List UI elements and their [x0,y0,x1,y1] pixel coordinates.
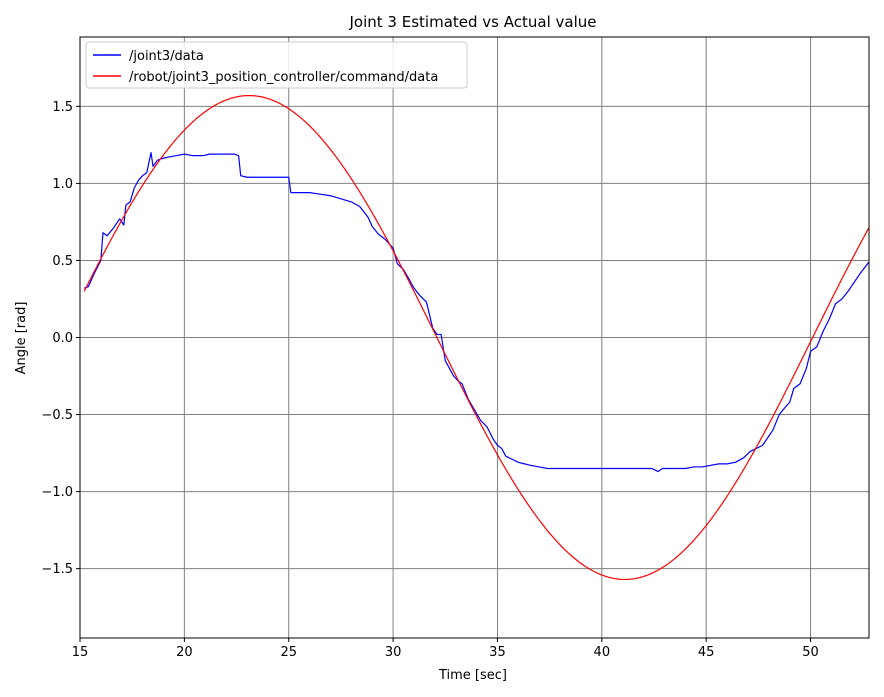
grid-lines [79,37,869,638]
x-tick-label: 45 [698,645,715,660]
y-tick-label: −1.5 [41,562,73,577]
x-tick-label: 20 [176,645,193,660]
x-tick-label: 15 [72,645,89,660]
y-tick-label: 0.5 [52,254,73,269]
legend-label-command: /robot/joint3_position_controller/comman… [129,70,438,85]
x-tick-label: 30 [385,645,402,660]
x-axis-label: Time [sec] [438,668,507,683]
series-lines [83,94,869,581]
x-tick-label: 40 [594,645,611,660]
y-axis-label: Angle [rad] [14,302,29,375]
series-line-command [83,94,869,581]
legend-label-joint3: /joint3/data [129,49,204,64]
x-tick-label: 35 [489,645,506,660]
axis-ticks: 15 20 25 30 35 40 45 50 −1.5 −1.0 −0.5 0.0 0.5 1.0 1.5 [41,100,818,660]
x-tick-label: 25 [280,645,297,660]
y-tick-label: 1.5 [52,100,73,115]
y-tick-label: −0.5 [41,408,73,423]
legend: /joint3/data /robot/joint3_position_cont… [85,41,468,89]
y-tick-label: 0.0 [52,331,73,346]
x-tick-label: 50 [802,645,819,660]
series-line-joint3 [83,151,869,473]
y-tick-label: 1.0 [52,177,73,192]
y-tick-label: −1.0 [41,485,73,500]
legend-box [85,41,468,89]
chart-title: Joint 3 Estimated vs Actual value [349,13,597,31]
